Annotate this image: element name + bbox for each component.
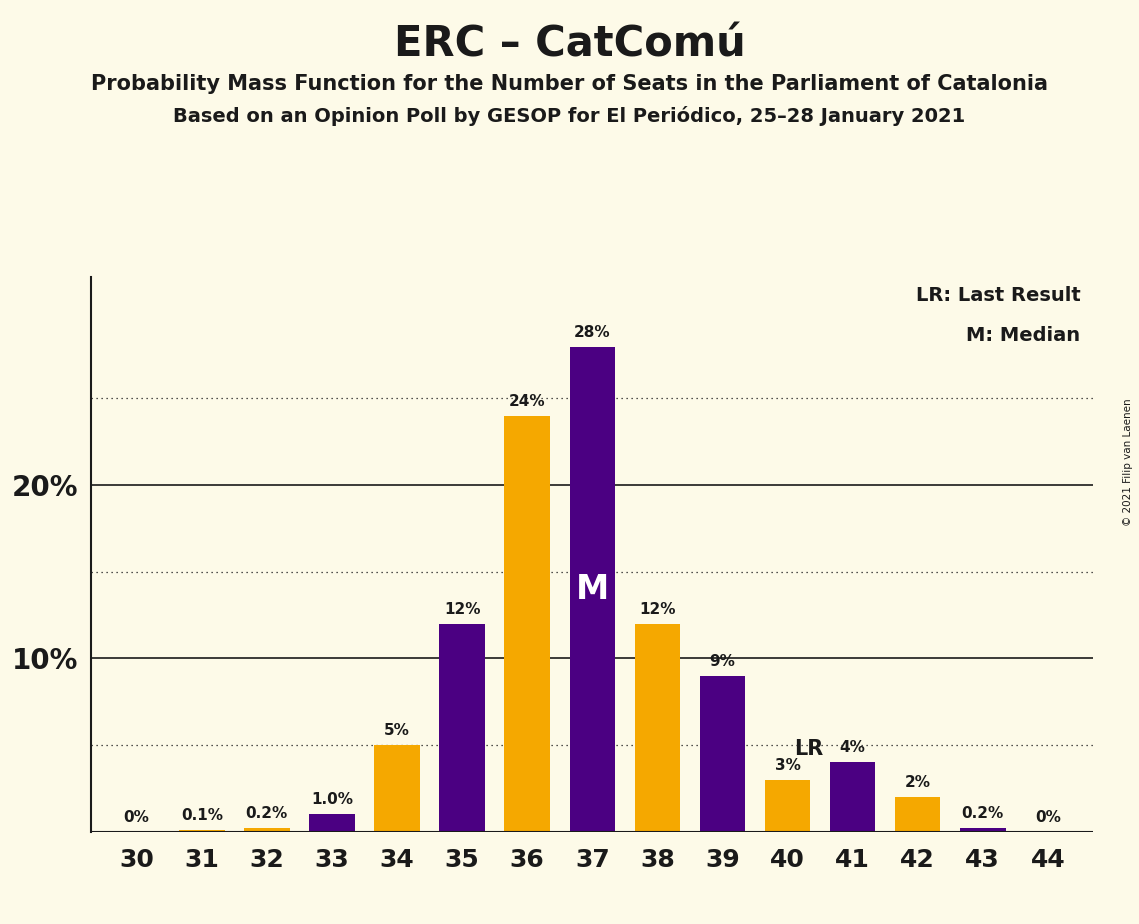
Text: 12%: 12% (639, 602, 675, 617)
Text: 4%: 4% (839, 740, 866, 756)
Text: 28%: 28% (574, 324, 611, 340)
Bar (895, 796, 941, 832)
Bar (699, 675, 745, 832)
Text: 9%: 9% (710, 654, 736, 669)
Bar (764, 780, 810, 832)
Text: LR: LR (794, 739, 823, 759)
Bar (179, 830, 224, 832)
Text: M: Median: M: Median (966, 326, 1081, 345)
Text: M: M (575, 573, 609, 605)
Text: 0.2%: 0.2% (246, 807, 288, 821)
Bar (570, 346, 615, 832)
Text: LR: Last Result: LR: Last Result (916, 286, 1081, 305)
Text: Based on an Opinion Poll by GESOP for El Periódico, 25–28 January 2021: Based on an Opinion Poll by GESOP for El… (173, 106, 966, 127)
Text: © 2021 Filip van Laenen: © 2021 Filip van Laenen (1123, 398, 1133, 526)
Text: 1.0%: 1.0% (311, 793, 353, 808)
Text: 0.2%: 0.2% (961, 807, 1003, 821)
Bar (634, 624, 680, 832)
Text: 0%: 0% (1035, 809, 1060, 824)
Bar (309, 814, 354, 832)
Text: 5%: 5% (384, 723, 410, 738)
Text: 3%: 3% (775, 758, 801, 772)
Bar (440, 624, 485, 832)
Text: 24%: 24% (509, 394, 546, 408)
Text: Probability Mass Function for the Number of Seats in the Parliament of Catalonia: Probability Mass Function for the Number… (91, 74, 1048, 94)
Text: ERC – CatComú: ERC – CatComú (394, 23, 745, 65)
Bar (505, 416, 550, 832)
Bar (244, 828, 289, 832)
Bar (830, 762, 876, 832)
Text: 12%: 12% (444, 602, 481, 617)
Bar (375, 745, 420, 832)
Text: 0%: 0% (124, 809, 149, 824)
Text: 2%: 2% (904, 775, 931, 790)
Text: 0.1%: 0.1% (181, 808, 223, 823)
Bar (960, 828, 1006, 832)
